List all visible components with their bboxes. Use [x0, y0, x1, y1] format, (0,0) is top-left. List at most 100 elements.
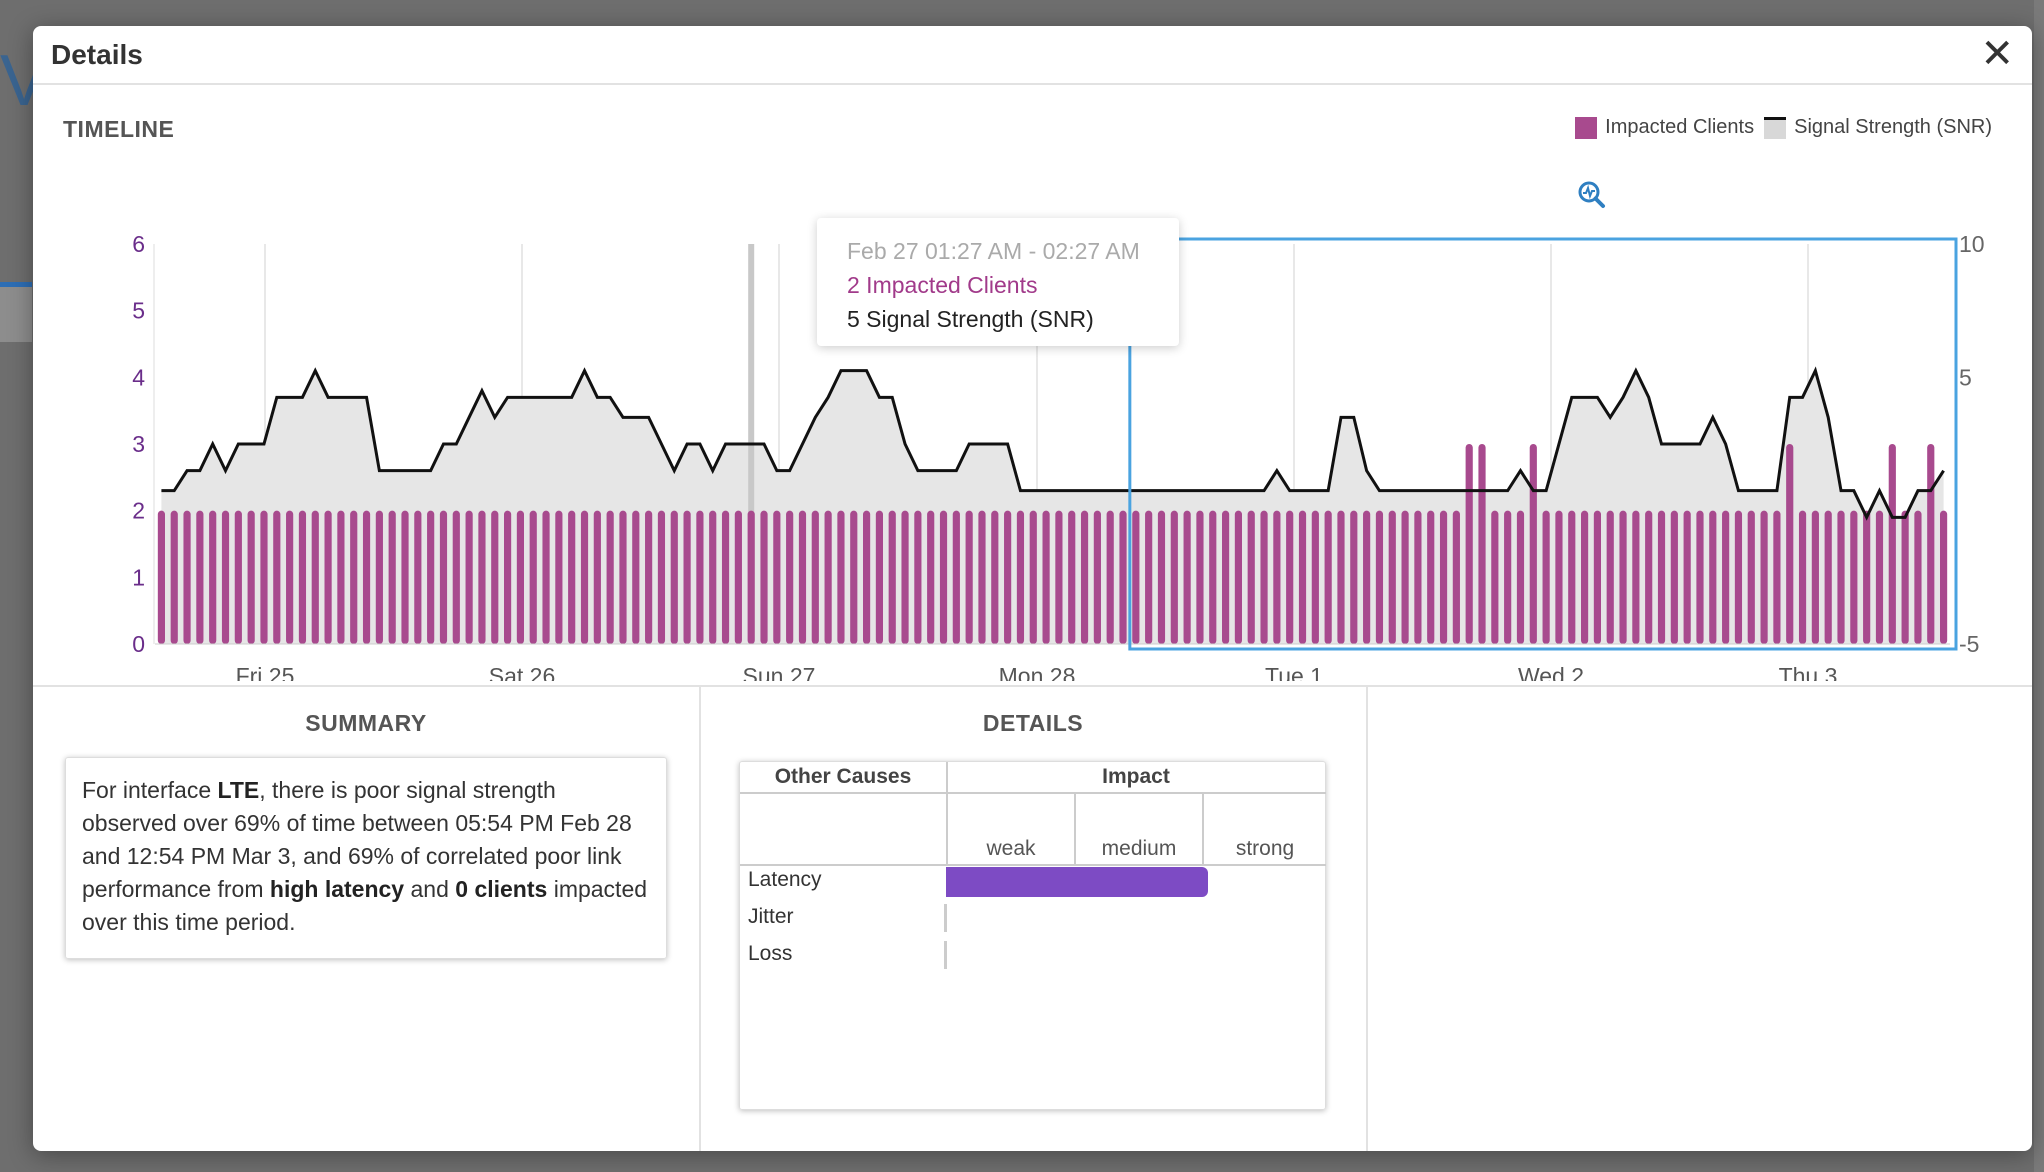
- impacted-bar: [542, 510, 550, 644]
- impacted-bar: [324, 510, 332, 644]
- y-left-tick-label: 3: [132, 431, 145, 457]
- y-left-tick-label: 0: [132, 631, 145, 657]
- impacted-bar: [1452, 510, 1460, 644]
- snr-line: [161, 366, 1945, 521]
- impacted-bar: [1350, 510, 1358, 644]
- row-label-jitter: Jitter: [748, 905, 794, 928]
- close-button[interactable]: ✕: [1980, 32, 2014, 76]
- impacted-bar: [1286, 510, 1294, 644]
- modal-title: Details: [51, 39, 143, 70]
- impacted-bar: [875, 510, 884, 644]
- impacted-bar: [862, 510, 871, 644]
- impacted-bar: [555, 510, 563, 644]
- impacted-bar: [1657, 510, 1666, 644]
- impacted-bar: [1119, 510, 1127, 644]
- impacted-bar: [1939, 510, 1948, 644]
- impacted-bar: [452, 510, 460, 644]
- summary-clients: 0 clients: [455, 876, 548, 902]
- y-left-tick-label: 5: [132, 298, 145, 324]
- chart-tooltip: Feb 27 01:27 AM - 02:27 AM 2 Impacted Cl…: [817, 218, 1179, 346]
- impacted-bar: [1722, 510, 1730, 644]
- impacted-bar: [260, 510, 268, 644]
- impacted-bar: [939, 510, 948, 644]
- impacted-bar: [1593, 510, 1602, 644]
- impact-bar-loss: [944, 941, 947, 969]
- impacted-bar: [311, 510, 319, 644]
- x-tick-label: Sun 27: [743, 663, 816, 681]
- modal-header: Details ✕: [33, 26, 2032, 85]
- impacted-bar: [824, 510, 832, 644]
- summary-text: , there is poor signal strength observed…: [82, 777, 632, 902]
- impacted-bar: [914, 510, 922, 644]
- impacted-bar: [401, 510, 409, 644]
- impacted-bar: [337, 510, 345, 644]
- zoom-reset-icon[interactable]: [1577, 180, 1607, 210]
- summary-text: For interface: [82, 777, 218, 803]
- impacted-bar: [1670, 510, 1678, 644]
- impacted-bar: [1568, 510, 1576, 644]
- impacted-bar: [1734, 510, 1743, 644]
- impacted-bar: [1529, 444, 1537, 644]
- impacted-bar: [645, 510, 653, 644]
- impacted-bar: [978, 510, 986, 644]
- impacted-bar: [1004, 510, 1012, 644]
- impacted-bar: [1542, 510, 1550, 644]
- impacted-bar: [593, 510, 601, 644]
- legend-swatch-snr: [1764, 116, 1787, 139]
- legend-item-snr[interactable]: Signal Strength (SNR): [1764, 116, 1992, 139]
- impacted-bar: [773, 510, 781, 644]
- x-tick-label: Wed 2: [1518, 663, 1584, 681]
- impacted-bar: [1363, 510, 1371, 644]
- impacted-bar: [670, 510, 678, 644]
- legend-swatch-impacted: [1575, 116, 1598, 139]
- impacted-bar: [439, 510, 448, 644]
- impacted-bar: [1914, 510, 1922, 644]
- impacted-bar: [1875, 510, 1884, 644]
- impacted-bar: [1863, 510, 1871, 644]
- column-divider: [699, 687, 701, 1151]
- legend-item-impacted[interactable]: Impacted Clients: [1575, 116, 1754, 139]
- impacted-bar: [888, 510, 896, 644]
- impacted-bar: [1632, 510, 1640, 644]
- impacted-bar: [901, 510, 909, 644]
- impacted-bar: [606, 510, 614, 644]
- impact-bar-jitter: [944, 904, 947, 932]
- impacted-bar: [1209, 510, 1217, 644]
- impacted-bar: [734, 510, 742, 644]
- impacted-bar: [1388, 510, 1396, 644]
- summary-cause: high latency: [269, 876, 405, 902]
- summary-box: For interface LTE, there is poor signal …: [65, 757, 667, 959]
- impacted-bar: [427, 510, 435, 644]
- impacted-bar: [286, 510, 294, 644]
- impacted-bar: [580, 510, 589, 644]
- impacted-bar: [1042, 510, 1050, 644]
- impacted-bar: [1580, 510, 1589, 644]
- summary-text: and: [404, 876, 456, 902]
- impacted-bar: [221, 510, 230, 644]
- legend-label-impacted: Impacted Clients: [1605, 116, 1755, 138]
- impacted-bar: [1260, 510, 1268, 644]
- impacted-bar: [1837, 510, 1845, 644]
- impacted-bar: [1132, 510, 1140, 644]
- impacted-bar: [491, 510, 499, 644]
- impacted-bar: [721, 510, 730, 644]
- impacted-bar: [234, 510, 242, 644]
- y-left-tick-label: 2: [132, 498, 145, 524]
- impact-level-strong: strong: [1204, 794, 1326, 866]
- impacted-bar: [1555, 510, 1563, 644]
- impacted-bar: [273, 510, 281, 644]
- impacted-bar: [1760, 510, 1768, 644]
- impacted-bar: [1824, 510, 1832, 644]
- impacted-bar: [1170, 510, 1178, 644]
- timeline-chart[interactable]: 0 1 2 3 4 5 6 10 5 -5 Fri 25 Sat 26 Sun 27 Mon 28 Tue …: [33, 161, 2032, 681]
- details-modal: Details ✕ TIMELINE Impacted Clients Sign…: [33, 26, 2032, 1151]
- impacted-bar: [1055, 510, 1063, 644]
- impacted-bar: [247, 510, 255, 644]
- impacted-bar: [1157, 510, 1166, 644]
- impacted-bar: [1414, 510, 1422, 644]
- tooltip-impacted: 2 Impacted Clients: [847, 272, 1038, 298]
- impacted-bar: [362, 510, 371, 644]
- y-right-tick-label: 5: [1959, 364, 1972, 390]
- background-tab-fragment: [0, 282, 32, 342]
- impacted-bar: [1606, 510, 1614, 644]
